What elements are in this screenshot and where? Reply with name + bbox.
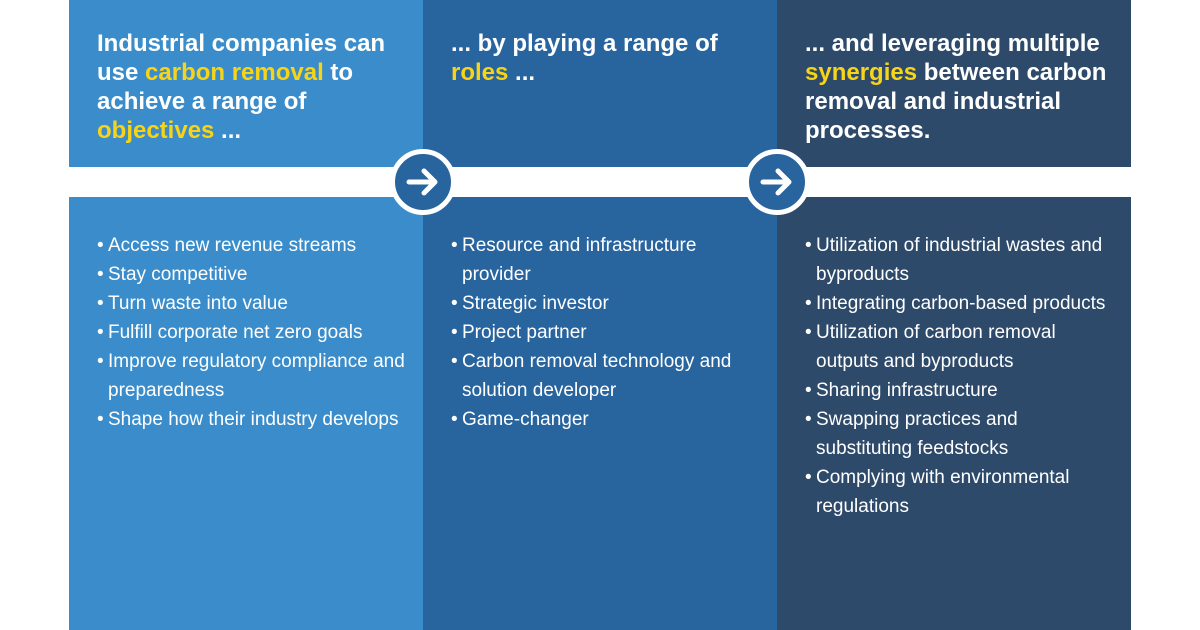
list-item: Resource and infrastructure provider bbox=[451, 231, 761, 289]
list-item: Turn waste into value bbox=[97, 289, 407, 318]
objectives-list: Access new revenue streams Stay competit… bbox=[97, 231, 407, 434]
synergies-header: ... and leveraging multiple synergies be… bbox=[777, 0, 1131, 167]
list-item: Integrating carbon-based products bbox=[805, 289, 1115, 318]
roles-heading: ... by playing a range of roles ... bbox=[451, 30, 718, 86]
arrow-right-icon bbox=[744, 149, 810, 215]
list-item: Utilization of industrial wastes and byp… bbox=[805, 231, 1115, 289]
synergies-heading: ... and leveraging multiple synergies be… bbox=[805, 30, 1107, 144]
roles-list: Resource and infrastructure provider Str… bbox=[451, 231, 761, 434]
list-item: Fulfill corporate net zero goals bbox=[97, 318, 407, 347]
list-item: Improve regulatory compliance and prepar… bbox=[97, 347, 407, 405]
arrow-right-icon bbox=[390, 149, 456, 215]
list-item: Project partner bbox=[451, 318, 761, 347]
list-item: Sharing infrastructure bbox=[805, 376, 1115, 405]
objectives-panel: Access new revenue streams Stay competit… bbox=[69, 197, 423, 630]
synergies-list: Utilization of industrial wastes and byp… bbox=[805, 231, 1115, 521]
list-item: Stay competitive bbox=[97, 260, 407, 289]
list-item: Strategic investor bbox=[451, 289, 761, 318]
roles-header: ... by playing a range of roles ... bbox=[423, 0, 777, 167]
list-item: Access new revenue streams bbox=[97, 231, 407, 260]
list-item: Swapping practices and substituting feed… bbox=[805, 405, 1115, 463]
list-item: Game-changer bbox=[451, 405, 761, 434]
objectives-heading: Industrial companies can use carbon remo… bbox=[97, 30, 386, 144]
list-item: Complying with environmental regulations bbox=[805, 463, 1115, 521]
list-item: Carbon removal technology and solution d… bbox=[451, 347, 761, 405]
objectives-header: Industrial companies can use carbon remo… bbox=[69, 0, 423, 167]
list-item: Shape how their industry develops bbox=[97, 405, 407, 434]
roles-panel: Resource and infrastructure provider Str… bbox=[423, 197, 777, 630]
list-item: Utilization of carbon removal outputs an… bbox=[805, 318, 1115, 376]
synergies-panel: Utilization of industrial wastes and byp… bbox=[777, 197, 1131, 630]
